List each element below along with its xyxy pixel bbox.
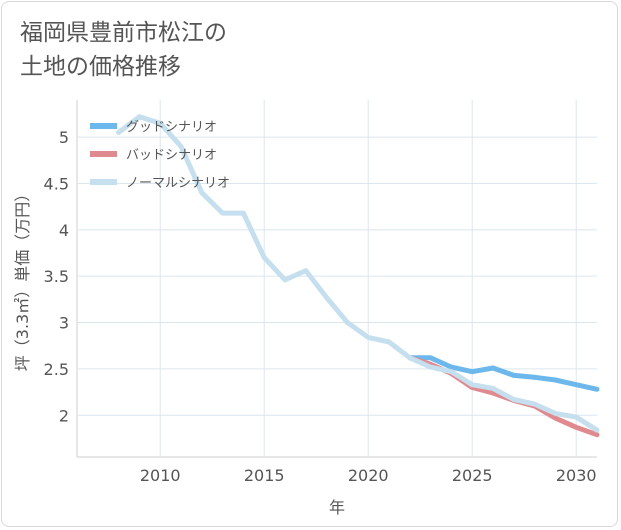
- y-tick-label: 2: [59, 406, 69, 425]
- legend-label-2: バッドシナリオ: [126, 148, 217, 163]
- y-tick-label: 3: [59, 314, 69, 333]
- chart-title: 福岡県豊前市松江の 土地の価格推移: [20, 16, 440, 84]
- x-tick-label: 2030: [556, 466, 597, 485]
- y-tick-label: 4: [59, 221, 69, 240]
- title-line-1: 福岡県豊前市松江の: [20, 20, 227, 46]
- series-line-3: [116, 114, 600, 433]
- y-tick-label: 5: [59, 128, 69, 147]
- title-line-2: 土地の価格推移: [20, 54, 181, 80]
- x-tick-label: 2015: [244, 466, 285, 485]
- y-tick-label: 3.5: [44, 267, 69, 286]
- legend-label-3: ノーマルシナリオ: [126, 176, 230, 191]
- axis-ticks: 2010 2015 2020 2025 2030 2 2.5 3 3.5 4 4.5 5: [44, 128, 597, 485]
- x-tick-label: 2010: [140, 466, 181, 485]
- series-line-1: [407, 355, 600, 392]
- legend-label-1: グッドシナリオ: [126, 120, 217, 135]
- x-tick-label: 2025: [452, 466, 493, 485]
- y-axis-label: 坪（3.3㎡）単価（万円）: [13, 186, 32, 371]
- y-tick-label: 2.5: [44, 360, 69, 379]
- series-lines: [116, 114, 600, 438]
- grid-lines: [76, 100, 597, 458]
- y-tick-label: 4.5: [44, 174, 69, 193]
- x-axis-label: 年: [329, 498, 345, 517]
- x-tick-label: 2020: [348, 466, 389, 485]
